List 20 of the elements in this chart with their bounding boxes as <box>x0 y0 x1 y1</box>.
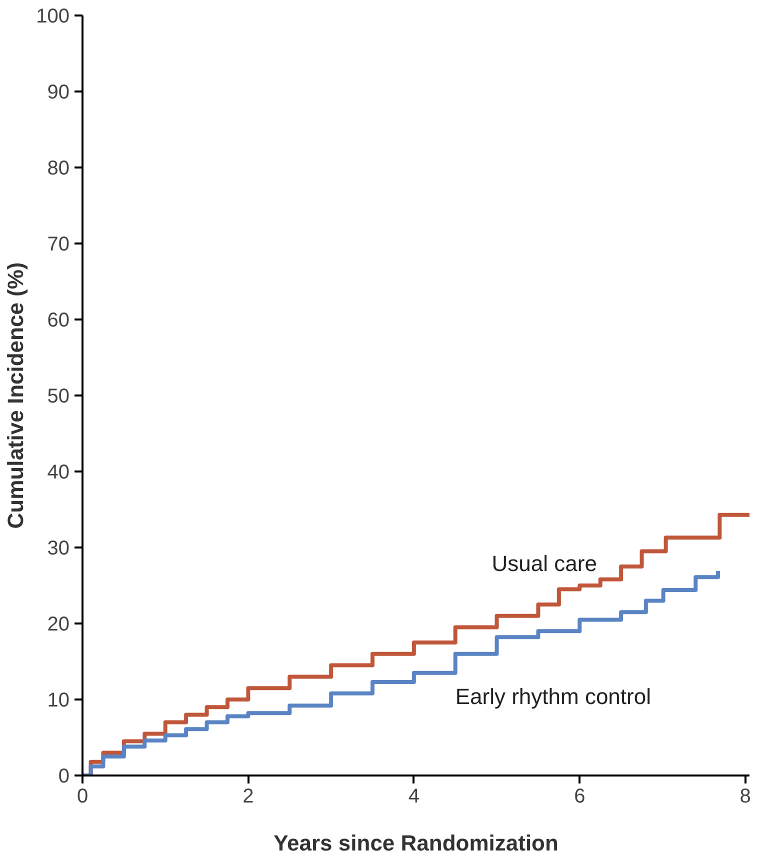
y-tick-label: 80 <box>47 158 70 180</box>
x-tick-label: 2 <box>242 786 254 808</box>
y-tick-label: 0 <box>58 766 70 788</box>
y-tick-label: 40 <box>47 462 70 484</box>
x-axis-title: Years since Randomization <box>274 830 558 856</box>
x-tick-label: 4 <box>408 786 420 808</box>
y-tick-label: 60 <box>47 310 70 332</box>
x-tick-label: 8 <box>740 786 751 808</box>
y-tick-label: 50 <box>47 386 70 408</box>
y-tick-label: 90 <box>47 82 70 104</box>
y-tick-label: 20 <box>47 614 70 636</box>
y-tick-label: 30 <box>47 538 70 560</box>
y-tick-label: 100 <box>36 6 70 28</box>
y-axis-title: Cumulative Incidence (%) <box>3 262 28 529</box>
x-tick-label: 6 <box>574 786 586 808</box>
y-tick-label: 10 <box>47 690 70 712</box>
x-tick-label: 0 <box>76 786 88 808</box>
y-tick-label: 70 <box>47 234 70 256</box>
series-label: Early rhythm control <box>455 684 651 709</box>
series-label: Usual care <box>492 550 597 576</box>
